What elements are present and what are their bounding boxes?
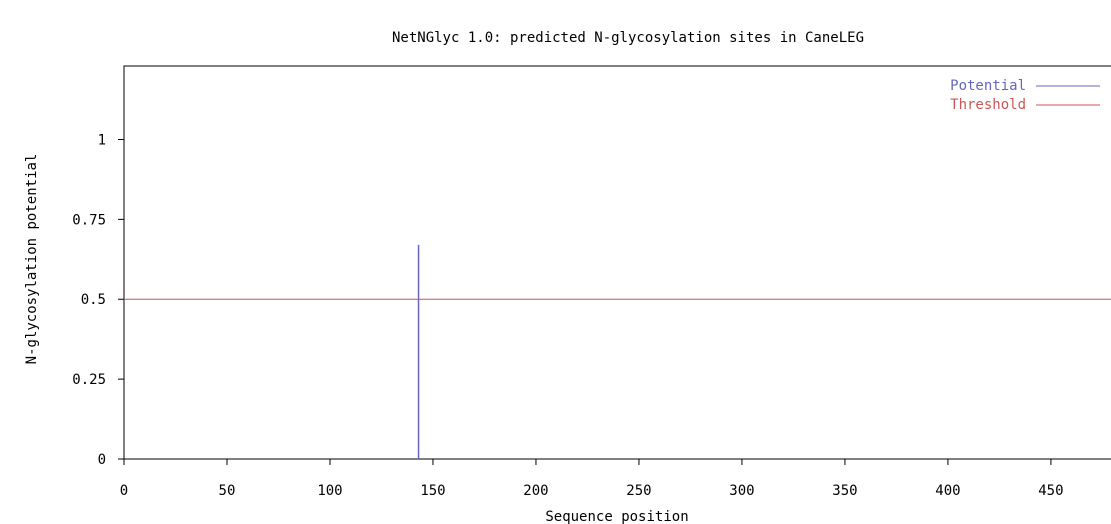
y-tick-label: 0.75 xyxy=(72,212,106,228)
x-tick-label: 0 xyxy=(120,483,128,499)
y-axis-label: N-glycosylation potential xyxy=(24,154,40,365)
x-tick-label: 450 xyxy=(1038,483,1063,499)
x-tick-label: 250 xyxy=(626,483,651,499)
x-axis: 0 50 100 150 200 250 300 350 400 450 xyxy=(120,459,1064,499)
legend-label-potential: Potential xyxy=(950,78,1026,94)
plot-area xyxy=(123,65,1111,460)
y-tick-label: 0.5 xyxy=(81,292,106,308)
y-tick-label: 1 xyxy=(98,132,106,148)
legend-label-threshold: Threshold xyxy=(950,97,1026,113)
x-tick-label: 400 xyxy=(935,483,960,499)
x-tick-label: 300 xyxy=(729,483,754,499)
x-tick-label: 100 xyxy=(317,483,342,499)
plot-frame xyxy=(123,65,1111,460)
x-tick-label: 200 xyxy=(523,483,548,499)
y-tick-label: 0 xyxy=(98,452,106,468)
series-layer xyxy=(124,244,1111,459)
x-tick-label: 350 xyxy=(832,483,857,499)
x-tick-label: 50 xyxy=(219,483,236,499)
y-axis: 0 0.25 0.5 0.75 1 xyxy=(72,132,124,468)
y-tick-label: 0.25 xyxy=(72,372,106,388)
x-tick-label: 150 xyxy=(420,483,445,499)
x-axis-label: Sequence position xyxy=(545,509,688,524)
legend: Potential Threshold xyxy=(950,78,1100,113)
chart-title: NetNGlyc 1.0: predicted N-glycosylation … xyxy=(392,30,864,46)
